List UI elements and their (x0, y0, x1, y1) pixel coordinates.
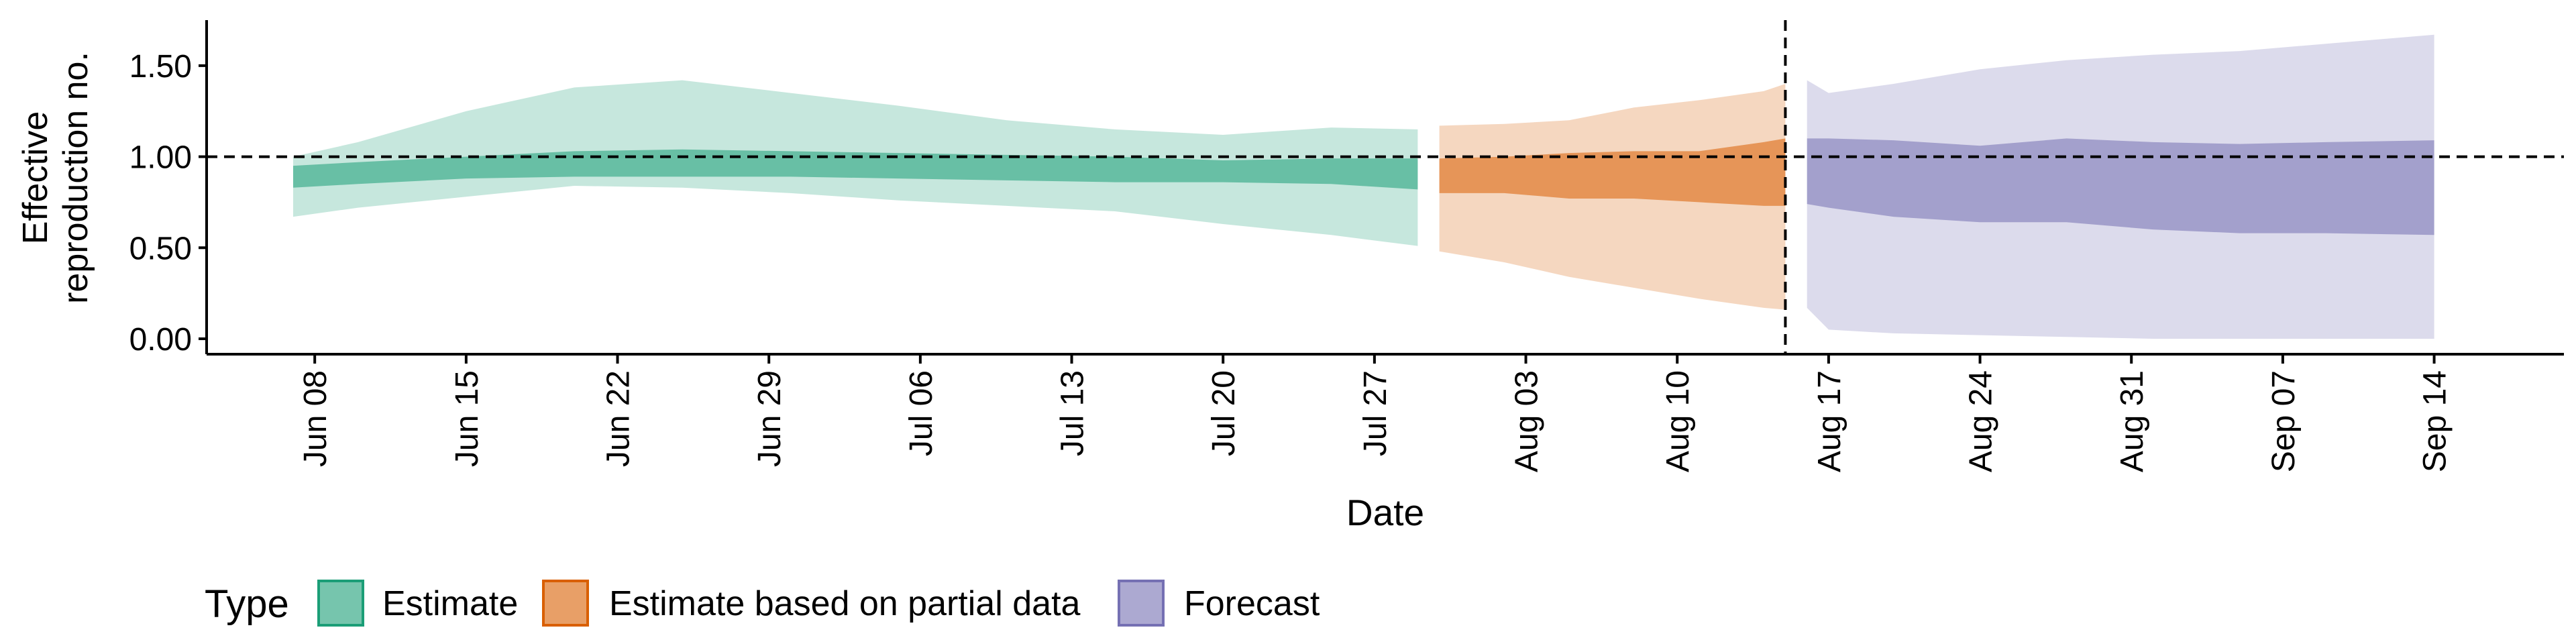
plot-area (293, 34, 2434, 339)
legend-key-partial (542, 580, 589, 627)
reference-lines (207, 20, 2564, 354)
y-tick-label: 1.00 (129, 140, 192, 176)
x-tick-label: Aug 10 (1660, 370, 1696, 472)
legend-item-forecast: Forecast (1118, 580, 1320, 627)
y-axis-title-line2: reproduction no. (56, 52, 95, 304)
x-tick-label: Jul 06 (904, 370, 939, 456)
x-tick-label: Aug 24 (1964, 370, 1999, 472)
x-tick-label: Sep 07 (2266, 370, 2302, 472)
legend-key-estimate (317, 580, 364, 627)
x-tick-label: Sep 14 (2418, 370, 2453, 472)
legend-key-forecast (1118, 580, 1165, 627)
legend-item-partial: Estimate based on partial data (542, 580, 1081, 627)
x-tick-label: Jun 08 (298, 370, 333, 467)
x-tick-label: Jul 20 (1206, 370, 1242, 456)
legend-label-estimate: Estimate (382, 584, 518, 623)
legend-label-forecast: Forecast (1184, 584, 1320, 623)
y-axis-title-line1: Effective (16, 111, 55, 244)
y-tick-label: 0.00 (129, 322, 192, 358)
x-tick-label: Jul 27 (1358, 370, 1393, 456)
band-50-forecast (1807, 138, 2434, 235)
legend-title: Type (205, 582, 289, 626)
x-ticks: Jun 08 Jun 15 Jun 22 Jun 29 Jul 06 Jul 13 Jul … (298, 354, 2453, 472)
x-tick-label: Jul 13 (1055, 370, 1091, 456)
legend-label-partial: Estimate based on partial data (609, 584, 1081, 623)
x-axis-title: Date (1346, 492, 1424, 533)
x-tick-label: Aug 17 (1812, 370, 1847, 472)
axes (205, 20, 2564, 356)
band-50-estimate-based-on-partial-data (1439, 138, 1786, 206)
band-50-estimate (293, 149, 1418, 190)
x-tick-label: Jun 22 (601, 370, 637, 467)
x-tick-label: Aug 31 (2114, 370, 2150, 472)
legend-item-estimate: Estimate (317, 580, 518, 627)
x-tick-label: Jun 15 (449, 370, 485, 467)
y-tick-label: 0.50 (129, 231, 192, 266)
y-ticks: 0.00 0.50 1.00 1.50 (129, 49, 207, 358)
x-tick-label: Aug 03 (1509, 370, 1545, 472)
x-tick-label: Jun 29 (752, 370, 788, 467)
y-tick-label: 1.50 (129, 49, 192, 85)
legend: Type Estimate Estimate based on partial … (205, 580, 1320, 627)
